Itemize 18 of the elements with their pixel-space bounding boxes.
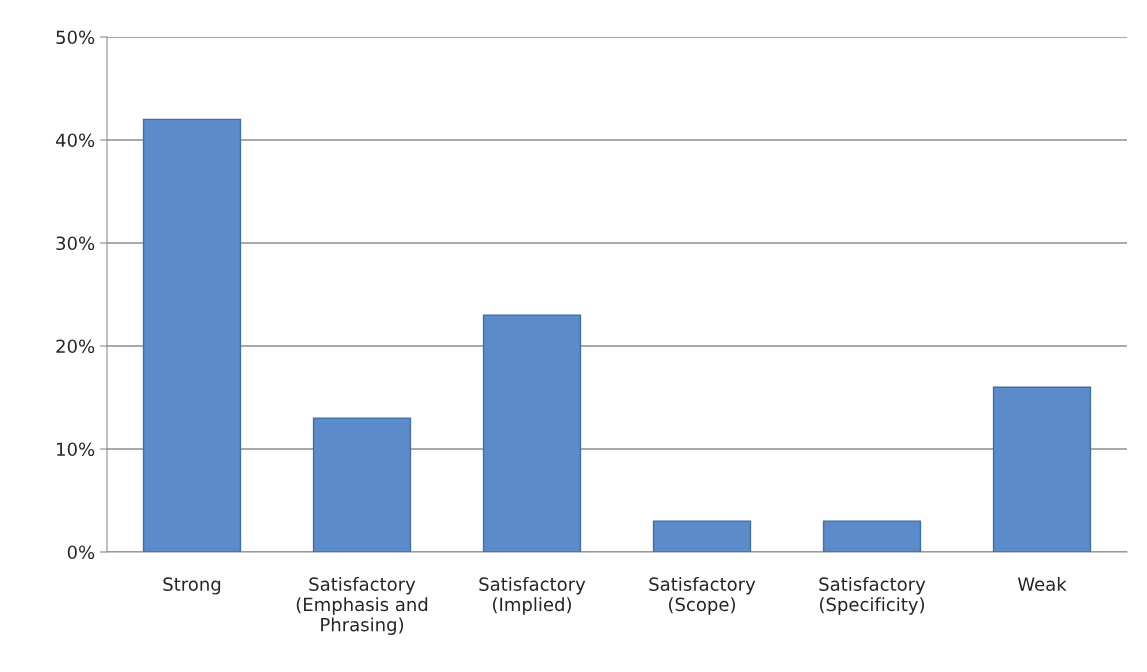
bar <box>482 314 582 552</box>
bar <box>142 118 242 552</box>
y-tick-label: 40% <box>55 133 95 148</box>
bar <box>992 386 1092 552</box>
bar <box>822 520 922 552</box>
y-tick-label: 30% <box>56 236 95 251</box>
x-tick-label: Satisfactory (Scope) <box>649 577 756 615</box>
y-tick-label: 0% <box>67 545 95 560</box>
x-tick-label: Satisfactory (Emphasis and Phrasing) <box>296 577 428 635</box>
x-tick-label: Weak <box>1017 577 1067 591</box>
bar <box>312 417 412 552</box>
y-tick-label: 50% <box>56 30 95 45</box>
y-tick-label: 10% <box>57 442 95 457</box>
x-tick-label: Satisfactory (Specificity) <box>819 577 926 615</box>
y-tick-label: 20% <box>56 339 95 354</box>
x-tick-label: Strong <box>163 577 221 595</box>
x-tick-label: Satisfactory (Implied) <box>479 577 586 615</box>
bar <box>652 520 752 552</box>
